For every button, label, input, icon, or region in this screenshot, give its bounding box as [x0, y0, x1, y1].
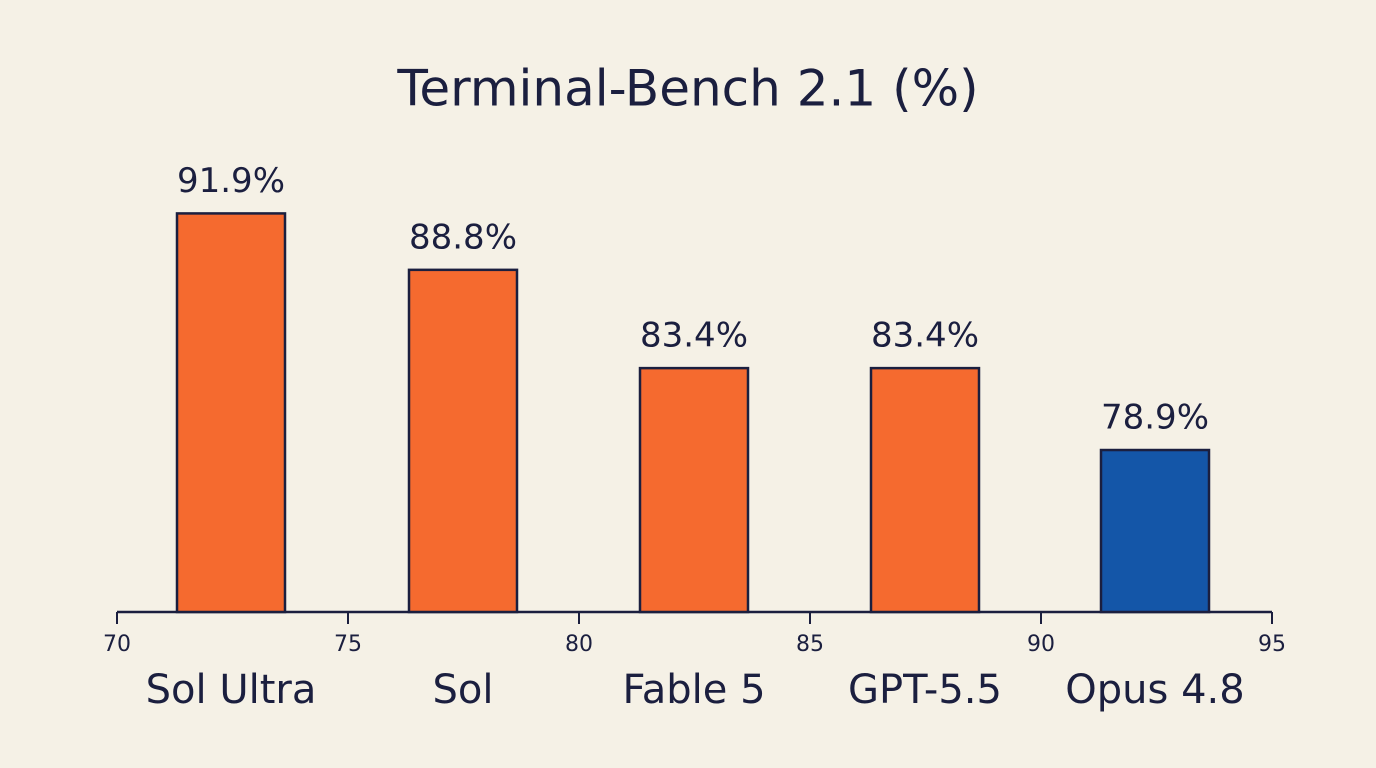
x-tick-label: 70 [103, 632, 131, 657]
chart-title: Terminal-Bench 2.1 (%) [396, 60, 978, 118]
value-label: 88.8% [409, 217, 517, 257]
x-tick-label: 95 [1258, 632, 1286, 657]
category-label: Sol Ultra [146, 667, 317, 713]
category-label: Opus 4.8 [1065, 667, 1244, 713]
x-tick-label: 90 [1027, 632, 1055, 657]
category-label: Fable 5 [622, 667, 765, 713]
bar [638, 366, 750, 614]
value-label: 78.9% [1101, 398, 1209, 438]
bar [407, 268, 519, 614]
bar [869, 366, 981, 614]
value-label: 83.4% [871, 316, 979, 356]
value-label: 91.9% [177, 161, 285, 201]
category-label: GPT-5.5 [848, 667, 1002, 713]
value-label: 83.4% [640, 316, 748, 356]
bar [1099, 448, 1211, 614]
category-label: Sol [433, 667, 494, 713]
x-tick-label: 75 [334, 632, 362, 657]
x-tick-label: 85 [796, 632, 824, 657]
bar [175, 212, 287, 614]
x-tick-label: 80 [565, 632, 593, 657]
